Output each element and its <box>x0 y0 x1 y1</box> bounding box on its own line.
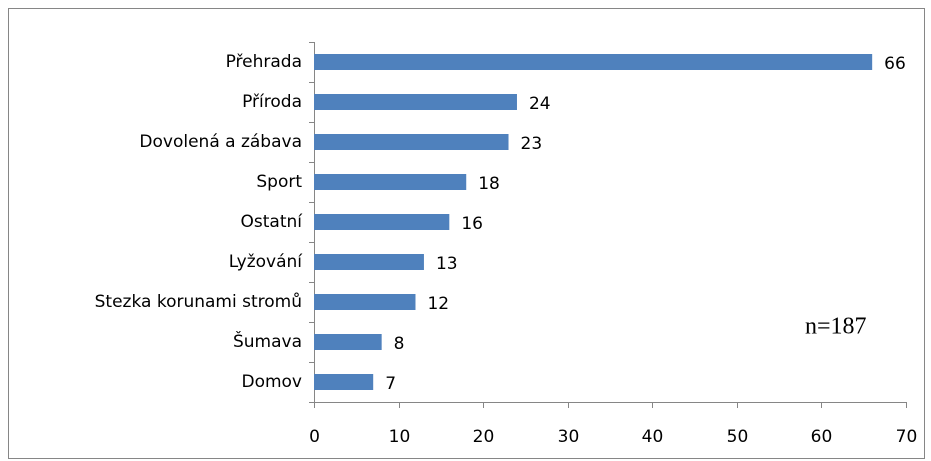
value-label: 66 <box>884 54 906 74</box>
bar <box>314 254 424 270</box>
x-tick-label: 20 <box>473 427 495 447</box>
y-tick-label: Stezka korunami stromů <box>95 292 302 312</box>
value-label: 23 <box>521 134 543 154</box>
annotation: n=187 <box>805 314 867 340</box>
value-label: 13 <box>436 254 458 274</box>
y-tick-label: Sport <box>256 172 302 192</box>
value-label: 24 <box>529 94 551 114</box>
y-tick-label: Domov <box>241 372 302 392</box>
value-label: 7 <box>385 374 396 394</box>
x-tick-label: 60 <box>811 427 833 447</box>
bar <box>314 294 416 310</box>
x-tick-label: 50 <box>727 427 749 447</box>
y-tick-label: Ostatní <box>241 212 304 232</box>
y-tick-label: Přehrada <box>226 52 302 72</box>
value-label: 18 <box>478 174 500 194</box>
y-tick-label: Lyžování <box>229 252 304 272</box>
x-tick-label: 0 <box>309 427 320 447</box>
y-tick-label: Dovolená a zábava <box>139 132 302 152</box>
value-label: 16 <box>461 214 483 234</box>
y-tick-label: Šumava <box>233 330 302 352</box>
value-label: 12 <box>427 294 449 314</box>
bar <box>314 134 509 150</box>
x-tick-label: 30 <box>558 427 580 447</box>
bar <box>314 54 873 70</box>
y-tick-label: Příroda <box>242 92 302 112</box>
chart-border <box>8 8 925 459</box>
bar <box>314 334 382 350</box>
value-label: 8 <box>394 334 405 354</box>
bar <box>314 214 450 230</box>
bar <box>314 174 467 190</box>
bar <box>314 94 517 110</box>
x-tick-label: 10 <box>389 427 411 447</box>
x-tick-label: 40 <box>642 427 664 447</box>
x-tick-label: 70 <box>896 427 918 447</box>
bar <box>314 374 374 390</box>
